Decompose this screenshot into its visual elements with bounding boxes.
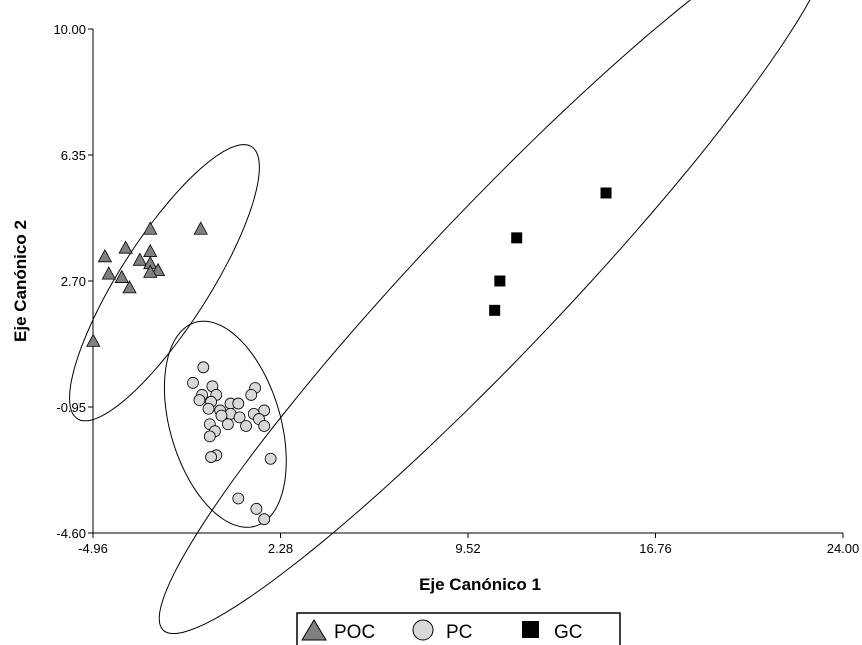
y-tick-label: 10.00 xyxy=(53,22,86,37)
data-point-pc xyxy=(264,452,277,465)
data-point-poc xyxy=(86,333,101,347)
data-point-pc xyxy=(197,361,210,374)
data-points xyxy=(86,187,612,526)
legend-label-pc: PC xyxy=(446,622,472,643)
legend-label-gc: GC xyxy=(554,622,583,643)
data-point-pc xyxy=(205,451,217,463)
x-ticks: -4.96 2.28 9.52 16.76 24.00 xyxy=(78,533,859,556)
data-point-poc xyxy=(97,248,113,263)
ellipse-poc xyxy=(69,144,260,422)
data-point-pc xyxy=(215,409,228,422)
x-axis-title: Eje Canónico 1 xyxy=(419,575,541,594)
y-axis-title: Eje Canónico 2 xyxy=(11,220,30,342)
ellipse-pc xyxy=(163,320,287,528)
x-tick-label: 16.76 xyxy=(639,541,672,556)
data-point-pc xyxy=(258,513,271,526)
data-point-poc xyxy=(118,240,133,254)
y-tick-label: -4.60 xyxy=(56,526,86,541)
data-point-pc xyxy=(232,397,245,410)
legend: POC PC GC xyxy=(296,612,621,645)
data-point-pc xyxy=(250,502,263,515)
data-point-pc xyxy=(187,376,199,389)
data-point-pc xyxy=(258,420,271,432)
data-point-pc xyxy=(232,492,245,505)
data-point-pc xyxy=(240,420,252,432)
data-point-poc xyxy=(101,266,116,280)
data-point-poc xyxy=(122,280,137,294)
data-point-poc xyxy=(143,221,158,235)
data-point-gc xyxy=(489,304,501,316)
legend-square-icon xyxy=(522,621,539,638)
data-point-gc xyxy=(511,232,523,244)
data-point-poc xyxy=(143,264,158,278)
y-tick-label: 2.70 xyxy=(61,274,86,289)
data-point-poc xyxy=(132,252,148,266)
data-point-poc xyxy=(114,269,129,283)
confidence-ellipses xyxy=(69,0,811,634)
data-point-poc xyxy=(143,243,158,258)
data-point-pc xyxy=(258,404,271,417)
y-tick-label: -0.95 xyxy=(56,400,86,415)
x-tick-label: 2.28 xyxy=(268,541,293,556)
data-point-pc xyxy=(233,411,246,424)
chart-axes: -4.96 2.28 9.52 16.76 24.00 -4.60 -0.95 2.70 6.… xyxy=(53,22,859,556)
ellipse-gc xyxy=(158,0,811,634)
data-point-pc xyxy=(193,394,206,406)
legend-label-poc: POC xyxy=(334,622,375,643)
x-tick-label: 9.52 xyxy=(455,541,480,556)
data-point-pc xyxy=(245,389,258,401)
data-point-pc xyxy=(203,430,216,443)
x-tick-label: -4.96 xyxy=(78,541,108,556)
legend-box xyxy=(296,612,621,645)
legend-triangle-icon xyxy=(301,619,327,641)
x-tick-label: 24.00 xyxy=(827,541,860,556)
legend-circle-icon xyxy=(412,619,434,641)
data-point-gc xyxy=(494,275,506,287)
data-point-pc xyxy=(222,418,234,431)
data-point-poc xyxy=(150,262,166,277)
y-ticks: -4.60 -0.95 2.70 6.35 10.00 xyxy=(53,22,93,541)
data-point-gc xyxy=(600,187,612,199)
data-point-pc xyxy=(202,402,215,415)
data-point-poc xyxy=(193,221,208,235)
y-tick-label: 6.35 xyxy=(61,148,86,163)
